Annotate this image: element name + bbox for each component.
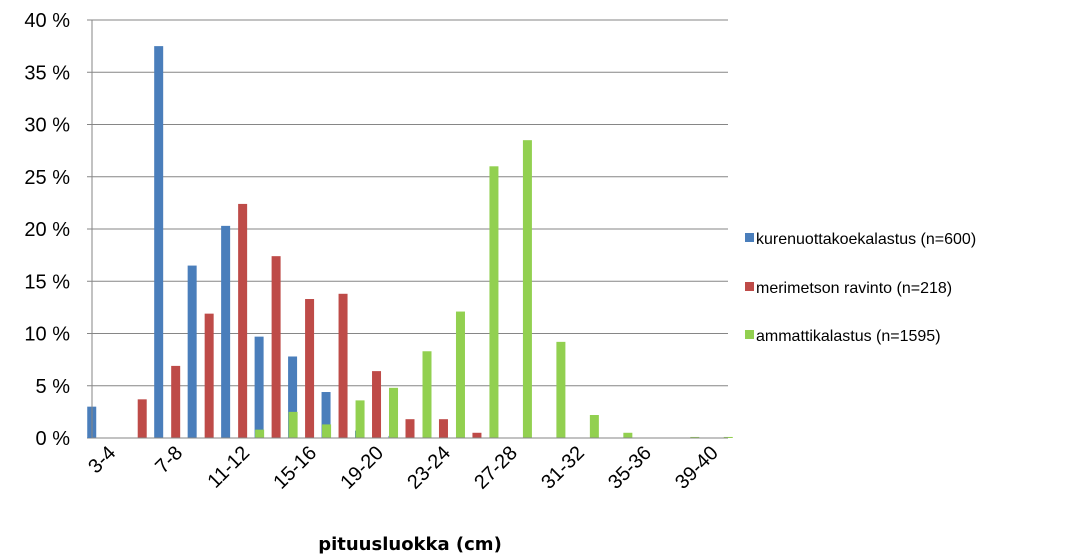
- legend-swatch: [745, 330, 754, 339]
- bar-2-5-6: [137, 399, 147, 438]
- legend-label: kurenuottakoekalastus (n=600): [756, 231, 976, 248]
- y-tick-label: 20 %: [24, 219, 70, 241]
- bar-3-23-24: [455, 311, 465, 438]
- bar-3-29-30: [556, 341, 566, 438]
- x-tick-label: 27-28: [470, 442, 522, 494]
- bar-3-21-22: [422, 351, 432, 438]
- bar-1-13-14: [254, 336, 264, 438]
- bar-2-9-10: [204, 313, 214, 438]
- bar-1-9-10: [187, 265, 197, 438]
- bar-1-15-16: [288, 356, 298, 438]
- bar-2-17-18: [338, 293, 348, 438]
- bar-3-15-16: [322, 424, 332, 438]
- y-tick-label: 40 %: [24, 10, 70, 32]
- bar-3-39-40: [723, 436, 733, 438]
- bars-layer: [87, 46, 733, 439]
- bar-2-23-24: [438, 419, 448, 438]
- bar-3-37-38: [690, 436, 700, 438]
- legend-label: ammattikalastus (n=1595): [756, 328, 941, 345]
- bar-2-19-20: [372, 371, 382, 438]
- x-tick-label: 11-12: [203, 442, 254, 493]
- bar-2-11-12: [238, 203, 248, 438]
- x-tick-label: 7-8: [151, 442, 187, 478]
- x-tick-label: 23-24: [403, 442, 455, 494]
- x-tick-label: 19-20: [336, 442, 388, 494]
- bar-3-31-32: [589, 415, 599, 438]
- y-tick-label: 5 %: [36, 376, 71, 398]
- legend-swatch: [745, 282, 754, 291]
- bar-3-17-18: [355, 400, 365, 438]
- bar-3-11-12: [255, 429, 265, 438]
- y-tick-label: 0 %: [36, 428, 71, 450]
- x-tick-label: 3-4: [84, 442, 120, 478]
- legend-swatch: [745, 233, 754, 242]
- legend: kurenuottakoekalastus (n=600) merimetson …: [745, 231, 976, 345]
- y-tick-label: 35 %: [24, 62, 70, 84]
- bar-2-21-22: [405, 419, 415, 438]
- x-tick-label: 35-36: [604, 442, 656, 494]
- x-axis-title: pituusluokka (cm): [318, 534, 502, 555]
- x-tick-label: 15-16: [269, 442, 321, 494]
- x-tick-label: 39-40: [671, 442, 723, 494]
- bar-2-13-14: [271, 256, 281, 438]
- y-axis-tick-labels: 0 % 5 % 10 % 15 % 20 % 25 % 30 % 35 % 40 %: [24, 10, 70, 450]
- gridlines: [87, 19, 728, 439]
- bar-3-27-28: [522, 140, 532, 439]
- bar-3-25-26: [489, 166, 499, 439]
- y-tick-label: 15 %: [24, 271, 70, 293]
- bar-2-7-8: [171, 365, 181, 438]
- legend-label: merimetson ravinto (n=218): [756, 280, 952, 297]
- y-tick-label: 25 %: [24, 167, 70, 189]
- bar-3-19-20: [389, 387, 399, 438]
- y-tick-label: 30 %: [24, 115, 70, 137]
- bar-2-25-26: [472, 432, 482, 438]
- y-tick-label: 10 %: [24, 324, 70, 346]
- bar-3-33-34: [623, 432, 633, 438]
- bar-2-15-16: [305, 299, 315, 438]
- bar-1-7-8: [154, 46, 164, 438]
- bar-3-13-14: [288, 411, 298, 438]
- bar-1-17-18: [321, 392, 331, 438]
- x-axis-tick-labels: 3-4 7-8 11-12 15-16 19-20 23-24 27-28 31-32 35-3…: [84, 442, 723, 494]
- bar-1-11-12: [221, 225, 231, 438]
- x-tick-label: 31-32: [537, 442, 589, 494]
- axes: [91, 20, 728, 439]
